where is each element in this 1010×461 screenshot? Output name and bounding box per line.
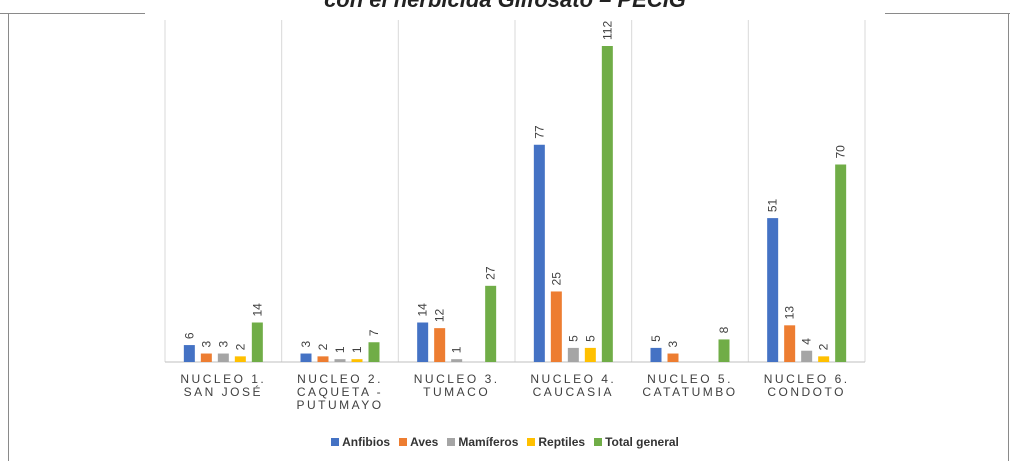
data-label: 3	[216, 341, 230, 348]
data-label: 12	[433, 308, 447, 322]
data-label: 27	[484, 266, 498, 280]
bar	[485, 285, 497, 362]
data-label: 4	[800, 338, 814, 345]
data-label: 2	[817, 343, 831, 350]
category-label: CATATUMBO	[642, 385, 737, 399]
data-label: 7	[367, 329, 381, 336]
data-label: 1	[333, 346, 347, 353]
bar	[584, 347, 596, 362]
legend-swatch	[399, 438, 408, 446]
bar	[234, 356, 246, 362]
legend-item: Anfibios	[331, 435, 390, 449]
category-label: SAN JOSÉ	[184, 384, 263, 399]
data-label: 25	[549, 272, 563, 286]
bar	[183, 345, 195, 362]
bar	[200, 353, 212, 362]
bar	[567, 347, 579, 362]
legend-label: Mamíferos	[458, 435, 519, 449]
data-label: 2	[316, 343, 330, 350]
legend-swatch	[594, 438, 603, 446]
legend-item: Total general	[594, 435, 679, 449]
legend-swatch	[331, 438, 340, 446]
bar	[667, 353, 679, 362]
bar	[767, 218, 779, 362]
category-label: NUCLEO 6.	[764, 372, 850, 386]
category-label: NUCLEO 5.	[647, 372, 733, 386]
bar	[550, 291, 562, 362]
bar	[334, 359, 346, 362]
legend-label: Aves	[410, 435, 439, 449]
category-label: NUCLEO 2.	[297, 372, 383, 386]
bar	[368, 342, 380, 362]
bar	[601, 46, 613, 362]
legend-swatch	[447, 438, 456, 446]
data-label: 3	[666, 341, 680, 348]
bar	[718, 339, 730, 362]
bar	[784, 325, 796, 362]
bar	[351, 359, 363, 362]
data-label: 14	[416, 303, 430, 317]
bar	[801, 350, 813, 362]
frame-left-edge	[8, 13, 9, 461]
data-label: 3	[199, 341, 213, 348]
frame-top-right-rule	[885, 13, 1010, 14]
data-label: 13	[783, 306, 797, 320]
bar	[818, 356, 830, 362]
bar	[434, 328, 446, 362]
data-label: 77	[532, 125, 546, 139]
category-label: TUMACO	[423, 385, 490, 399]
bar	[451, 359, 463, 362]
data-label: 5	[566, 335, 580, 342]
legend-label: Total general	[605, 435, 679, 449]
data-label: 1	[450, 346, 464, 353]
chart-legend: Anfibios Aves Mamíferos Reptiles Total gener…	[0, 435, 1010, 449]
frame-top-left-rule	[0, 13, 145, 14]
legend-item: Aves	[399, 435, 438, 449]
data-label: 14	[250, 303, 264, 317]
bar	[317, 356, 329, 362]
data-label: 1	[350, 346, 364, 353]
bar	[251, 322, 263, 362]
legend-swatch	[527, 438, 536, 446]
data-label: 5	[583, 335, 597, 342]
data-label: 70	[834, 145, 848, 159]
legend-item: Mamíferos	[447, 435, 518, 449]
data-label: 51	[766, 198, 780, 212]
category-label: CAUCASIA	[533, 385, 614, 399]
bar	[417, 322, 429, 362]
data-label: 3	[299, 341, 313, 348]
category-label: NUCLEO 1.	[180, 372, 266, 386]
category-label: PUTUMAYO	[296, 398, 383, 412]
legend-label: Reptiles	[538, 435, 586, 449]
data-label: 2	[233, 343, 247, 350]
bar	[217, 353, 229, 362]
bar	[533, 144, 545, 362]
bar	[300, 353, 312, 362]
bar	[650, 347, 662, 362]
legend-item: Reptiles	[527, 435, 585, 449]
data-label: 112	[600, 21, 614, 40]
category-label: NUCLEO 4.	[530, 372, 616, 386]
legend-label: Anfibios	[342, 435, 391, 449]
data-label: 5	[649, 335, 663, 342]
bar	[835, 164, 847, 362]
category-label: CONDOTO	[767, 385, 846, 399]
data-label: 8	[717, 326, 731, 333]
category-label: NUCLEO 3.	[414, 372, 500, 386]
category-label: CAQUETA -	[297, 385, 383, 399]
frame-right-edge	[1008, 13, 1009, 461]
chart-title: con el herbicida Glifosato – PECIG	[0, 0, 1010, 13]
data-label: 6	[182, 332, 196, 339]
